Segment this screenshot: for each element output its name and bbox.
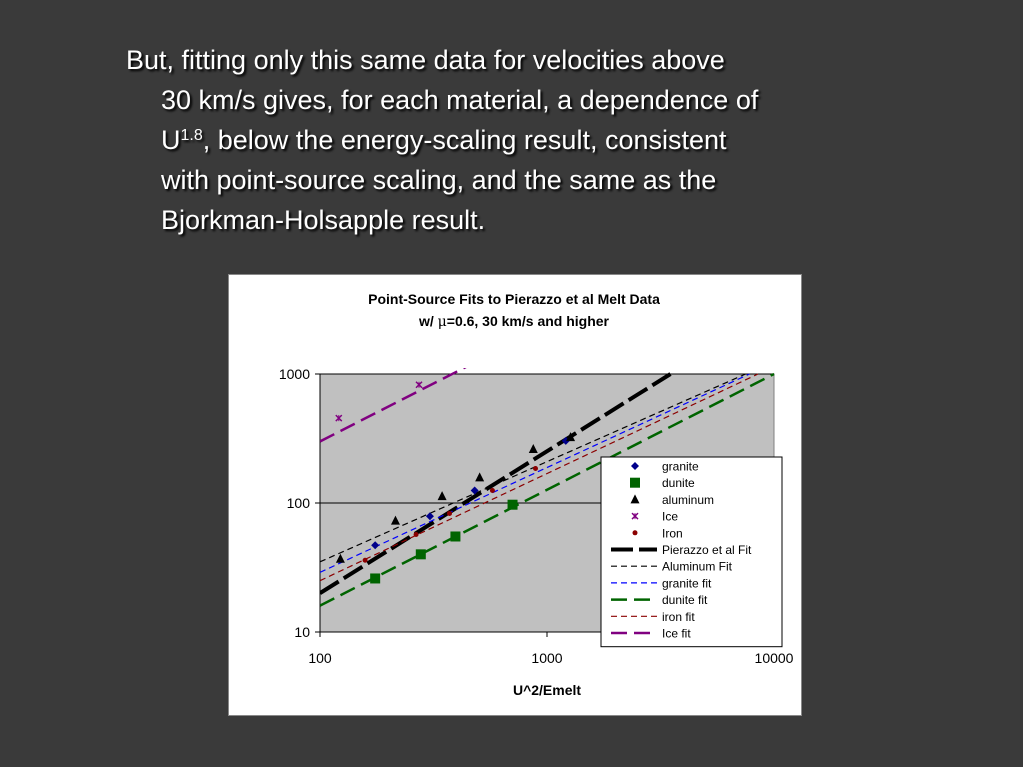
legend-label: dunite [662, 476, 695, 490]
data-point-aluminum [390, 515, 400, 525]
data-point-dunite [450, 531, 461, 542]
legend-label: Ice [662, 510, 678, 524]
bullet-exponent: 1.8 [180, 127, 203, 144]
data-point-granite [425, 512, 434, 521]
data-point-aluminum [475, 472, 485, 482]
legend-label: Ice fit [662, 627, 691, 641]
data-point-granite [371, 541, 380, 550]
bullet-line-4: with point-source scaling, and the same … [161, 165, 717, 195]
chart-panel: Point-Source Fits to Pierazzo et al Melt… [228, 274, 802, 716]
legend-marker-iron [632, 530, 638, 536]
legend-label: iron fit [662, 610, 695, 624]
x-tick-label: 100 [308, 650, 332, 666]
data-point-aluminum [528, 444, 538, 454]
chart-subtitle: w/ μ=0.6, 30 km/s and higher [418, 313, 610, 330]
legend-box [600, 456, 783, 648]
x-tick-label: 10000 [755, 650, 794, 666]
data-point-ice [415, 381, 423, 389]
fit-line-aluminum-fit [320, 373, 746, 563]
data-point-iron [533, 466, 539, 472]
legend-label: aluminum [662, 493, 714, 507]
data-point-ice [335, 414, 343, 422]
data-point-granite [470, 486, 479, 495]
data-point-aluminum [566, 432, 576, 442]
bullet-line-3: U1.8, below the energy-scaling result, c… [126, 120, 926, 160]
legend-label: Pierazzo et al Fit [662, 543, 752, 557]
fit-line-pierazzo-et-al-fit [320, 372, 672, 595]
legend-label: Aluminum Fit [662, 560, 733, 574]
fit-line-ice-fit [320, 368, 467, 443]
data-point-iron [362, 557, 368, 563]
bullet-line-1: But, fitting only this same data for vel… [126, 45, 725, 75]
bullet-line-2: 30 km/s gives, for each material, a depe… [161, 85, 759, 115]
legend-marker-aluminum [630, 494, 640, 504]
data-point-aluminum [437, 491, 447, 501]
legend-marker-granite [631, 462, 639, 470]
bullet-line-3-rest: , below the energy-scaling result, consi… [202, 125, 727, 155]
y-tick-label: 100 [287, 495, 311, 511]
data-point-iron [489, 487, 495, 493]
data-point-dunite [507, 499, 518, 510]
data-point-iron [413, 531, 419, 537]
fit-line-granite-fit [320, 373, 750, 573]
x-tick-label: 1000 [531, 650, 562, 666]
legend-label: granite fit [662, 576, 712, 590]
data-point-iron [447, 510, 453, 516]
legend-label: granite [662, 460, 699, 474]
legend-label: Iron [662, 526, 683, 540]
slide-bullet-text: But, fitting only this same data for vel… [126, 40, 926, 240]
legend: granite dunite aluminum Ice Iron Pierazzo et … [600, 456, 783, 648]
data-point-dunite [370, 573, 381, 584]
y-tick-label: 10 [294, 624, 310, 640]
y-tick-label: 1000 [279, 366, 310, 382]
data-point-aluminum [335, 553, 345, 563]
legend-label: dunite fit [662, 593, 708, 607]
x-axis-label: U^2/Emelt [513, 682, 581, 698]
legend-marker-dunite [630, 477, 640, 488]
bullet-line-5: Bjorkman-Holsapple result. [161, 205, 486, 235]
legend-marker-ice [631, 512, 639, 520]
data-point-dunite [415, 549, 426, 560]
chart-title: Point-Source Fits to Pierazzo et al Melt… [368, 291, 660, 307]
bullet-u: U [161, 125, 181, 155]
fit-line-iron-fit [320, 373, 759, 582]
fit-lines [320, 368, 775, 607]
fit-line-dunite-fit [320, 372, 775, 607]
chart-svg: Point-Source Fits to Pierazzo et al Melt… [279, 291, 794, 698]
